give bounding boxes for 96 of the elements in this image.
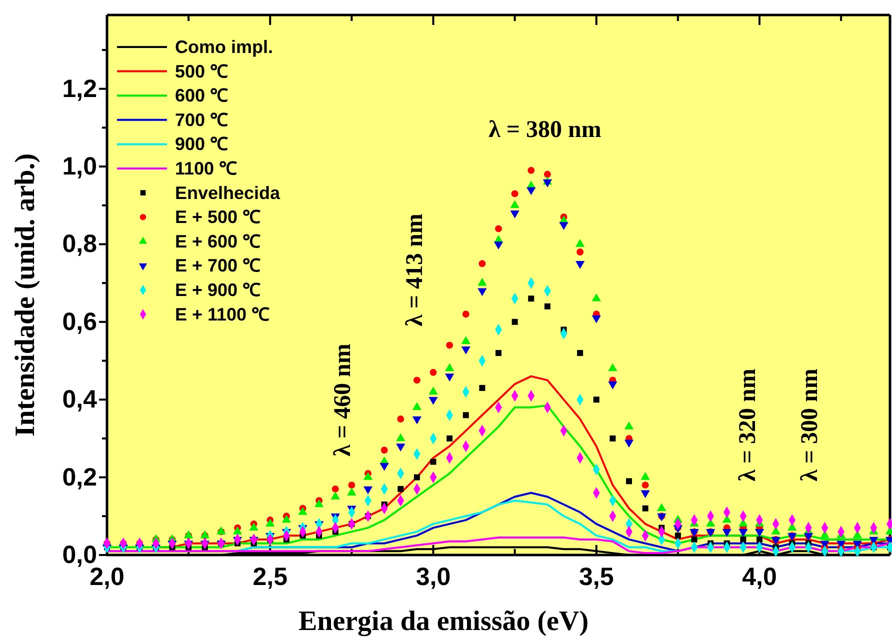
point	[363, 472, 373, 480]
point	[512, 318, 518, 325]
point	[691, 536, 698, 542]
point	[593, 396, 600, 403]
legend-label: E + 1100 ℃	[175, 304, 270, 324]
annotation: λ = 300 nm	[797, 368, 823, 482]
point	[332, 485, 339, 492]
point	[330, 491, 340, 500]
point	[674, 532, 681, 539]
point	[232, 526, 242, 534]
legend-label: 900 ℃	[175, 134, 228, 154]
point	[282, 514, 291, 523]
point	[642, 505, 648, 512]
point	[249, 522, 258, 530]
legend-label: Envelhecida	[175, 182, 282, 203]
point	[592, 293, 601, 302]
legend-label: E + 600 ℃	[175, 231, 261, 252]
annotation: λ = 380 nm	[488, 117, 602, 143]
legend-label: E + 500 ℃	[175, 207, 261, 228]
y-axis-title: Intensidade (unid. arb.)	[10, 153, 41, 437]
point	[496, 350, 502, 356]
point	[495, 225, 502, 232]
point	[738, 529, 748, 537]
annotation: λ = 413 nm	[402, 214, 428, 326]
point	[626, 478, 632, 484]
legend-label: 1100 ℃	[175, 158, 238, 178]
point	[528, 166, 535, 174]
point	[462, 310, 470, 318]
x-tick-label: 3,5	[578, 562, 614, 591]
annotation: λ = 320 nm	[735, 368, 761, 482]
point	[528, 296, 534, 302]
legend-label: Como impl.	[175, 37, 273, 57]
point	[610, 435, 616, 442]
point	[396, 444, 406, 452]
point	[298, 507, 308, 515]
point	[544, 170, 551, 178]
point	[479, 384, 486, 391]
point	[348, 482, 356, 489]
x-tick-label: 2,5	[252, 562, 288, 591]
point	[414, 474, 420, 480]
point	[446, 435, 453, 442]
point	[314, 499, 324, 508]
point	[478, 260, 486, 268]
legend-label: 700 ℃	[175, 110, 228, 130]
point	[756, 536, 762, 542]
y-tick-label: 0,6	[62, 308, 97, 336]
point	[462, 412, 469, 418]
legend-label: 600 ℃	[175, 86, 228, 106]
x-tick-label: 4,0	[742, 562, 777, 591]
point	[412, 416, 422, 424]
x-tick-label: 3,0	[416, 562, 451, 591]
y-tick-label: 0,4	[62, 386, 98, 414]
point	[430, 458, 436, 465]
point	[754, 529, 764, 537]
point	[266, 518, 275, 527]
point	[577, 350, 584, 356]
y-tick-label: 0,2	[62, 463, 97, 492]
point	[363, 486, 373, 494]
point	[642, 482, 649, 489]
point	[510, 200, 520, 208]
point	[640, 472, 650, 480]
point	[430, 368, 437, 376]
point	[347, 488, 356, 496]
point	[412, 402, 422, 410]
point	[461, 336, 470, 344]
annotation: λ = 460 nm	[330, 344, 356, 456]
legend-label: 500 ℃	[175, 61, 228, 82]
point	[624, 422, 634, 430]
point	[396, 433, 406, 442]
point	[576, 248, 584, 256]
point	[428, 396, 438, 405]
x-axis-title: Energia da emissão (eV)	[298, 606, 589, 637]
point	[445, 363, 454, 372]
point	[397, 416, 404, 422]
y-tick-label: 1,2	[62, 74, 97, 103]
point	[461, 346, 470, 354]
point	[511, 190, 518, 198]
point	[428, 386, 438, 394]
point	[608, 363, 618, 372]
point	[398, 486, 404, 492]
y-tick-label: 0,8	[62, 230, 98, 258]
point	[380, 446, 388, 454]
point	[722, 529, 732, 537]
y-tick-label: 1,0	[62, 152, 97, 181]
point	[380, 463, 389, 471]
point	[478, 278, 487, 286]
point	[657, 503, 666, 512]
point	[640, 490, 650, 498]
point	[413, 376, 420, 384]
point	[446, 342, 454, 349]
legend-label: E + 900 ℃	[175, 280, 261, 300]
point	[544, 303, 550, 310]
legend-label: E + 700 ℃	[175, 256, 261, 276]
point	[608, 381, 618, 390]
point	[740, 536, 746, 542]
point	[576, 238, 585, 247]
